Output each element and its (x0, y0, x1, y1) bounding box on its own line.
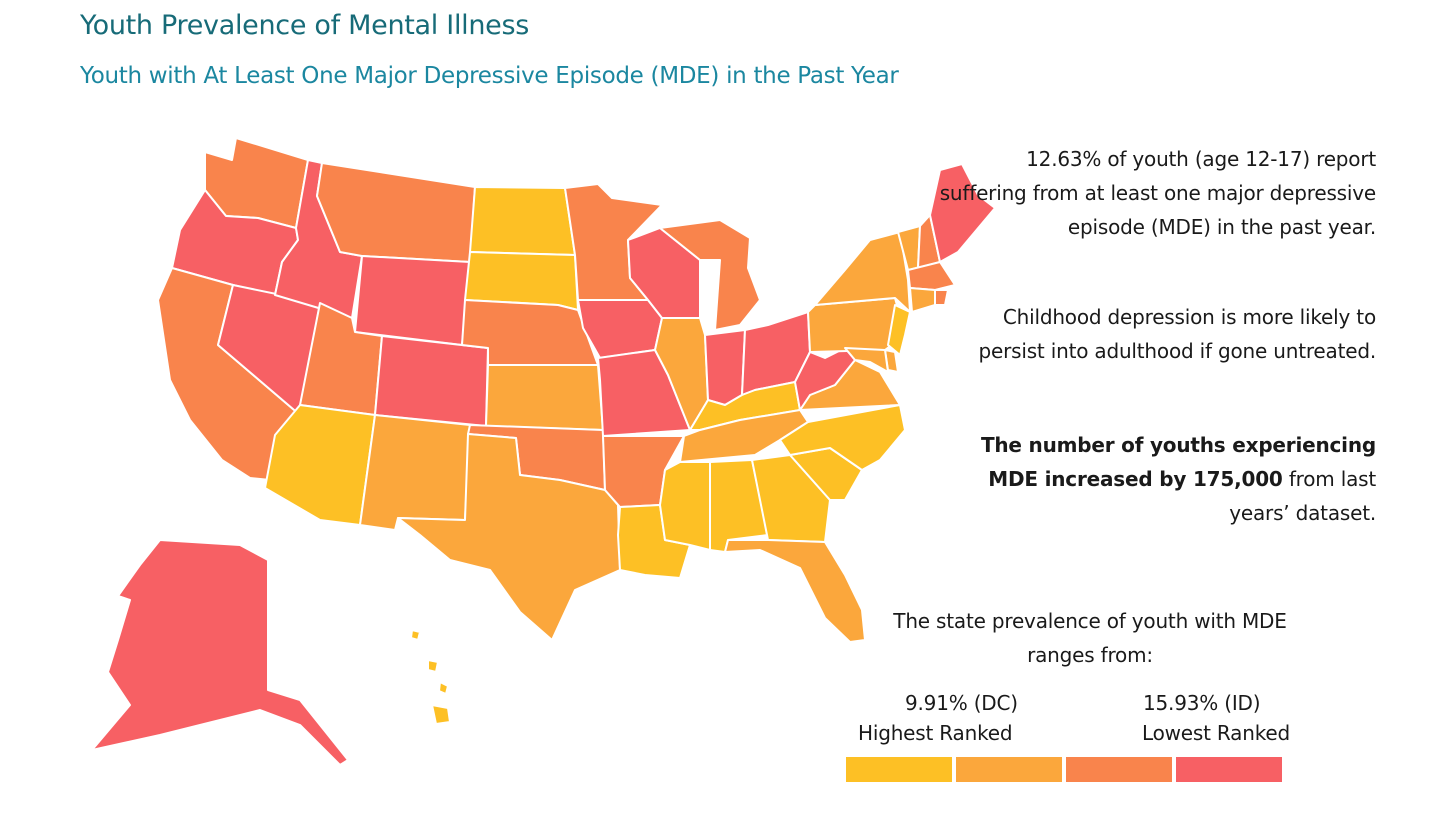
legend-high-label: Lowest Ranked (1142, 721, 1290, 745)
state-CO (374, 335, 489, 427)
legend-high-value: 15.93% (ID) (1143, 691, 1261, 715)
state-KS (485, 364, 604, 431)
state-MT (316, 162, 476, 263)
legend-low-value: 9.91% (DC) (905, 691, 1018, 715)
state-MA (907, 261, 956, 291)
state-RI (934, 289, 949, 306)
state-NC (779, 404, 906, 471)
info-paragraph-3: The number of youths experiencing MDE in… (936, 428, 1376, 530)
page-title: Youth Prevalence of Mental Illness (80, 10, 529, 41)
state-GA (751, 454, 831, 543)
state-NJ (887, 304, 911, 356)
state-NM (359, 414, 471, 531)
state-TX (397, 433, 621, 641)
legend-swatch-2 (956, 757, 1062, 782)
legend-swatch-4 (1176, 757, 1282, 782)
state-ME (929, 163, 996, 263)
info-paragraph-2: Childhood depression is more likely to p… (978, 305, 1377, 363)
state-WY (354, 255, 471, 346)
page-subtitle: Youth with At Least One Major Depressive… (80, 63, 899, 89)
state-AK (91, 539, 349, 766)
state-NY (814, 231, 911, 313)
legend-swatch-1 (846, 757, 952, 782)
legend-intro: The state prevalence of youth with MDE r… (893, 609, 1287, 667)
state-MI (659, 219, 761, 331)
state-HI (410, 629, 451, 725)
info-paragraph-1: 12.63% of youth (age 12-17) report suffe… (939, 147, 1376, 239)
state-FL (724, 539, 866, 643)
state-CT (909, 287, 936, 313)
state-ND (469, 186, 576, 256)
state-MD (844, 347, 889, 373)
info-highlight: The number of youths experiencing MDE in… (980, 433, 1376, 491)
legend-swatch-3 (1066, 757, 1172, 782)
state-MS (659, 461, 711, 551)
state-IN (704, 329, 746, 406)
info-highlight-rest: from last years’ dataset. (1229, 467, 1376, 525)
legend-low-label: Highest Ranked (858, 721, 1013, 745)
